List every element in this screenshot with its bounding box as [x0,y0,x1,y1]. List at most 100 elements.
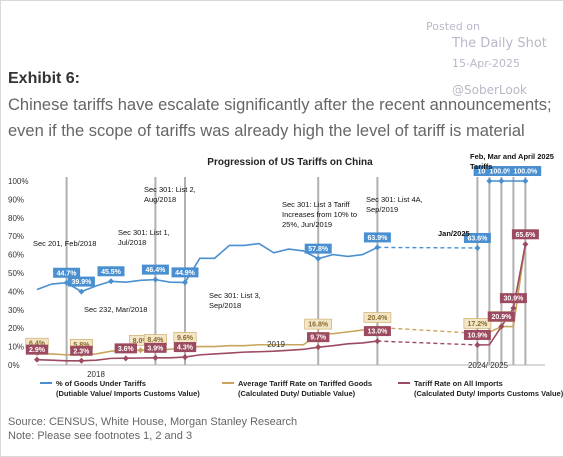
series-dashed-1 [377,326,478,335]
annotation-label: Feb, Mar and April 2025 [470,152,554,161]
legend-label: Average Tariff Rate on Tariffed Goods [238,379,372,388]
data-point-marker [374,244,381,251]
annotation-label: Sec 301: List 1, [118,228,170,237]
data-label-box [363,312,392,323]
y-tick-label: 20% [8,324,24,333]
y-tick-label: 60% [8,251,24,260]
data-point-marker [522,241,529,248]
annotation-label: Tariffs [470,162,492,171]
annotation-label: Sep/2019 [366,205,398,214]
data-label-box [487,311,515,322]
data-point-marker [34,356,40,363]
y-tick-label: 10% [8,343,24,352]
x-tick-label: 2019 [267,340,285,349]
footnote-note: Note: Please see footnotes 1, 2 and 3 [8,430,193,442]
annotation-label: Aug/2018 [144,195,176,204]
data-label-box [509,166,542,176]
annotation-label: Sec 232, Mar/2018 [84,305,147,314]
data-label: 3.9% [147,345,164,352]
chart-title: Progression of US Tariffs on China [207,157,373,168]
data-label-box [70,345,93,356]
data-label: 5.8% [73,342,90,349]
data-label-box [463,318,492,329]
exhibit-label: Exhibit 6: [8,70,81,87]
data-point-marker [315,255,322,262]
data-label: 2.9% [29,347,46,354]
data-label-box [499,293,527,304]
data-label: 2.3% [73,348,90,355]
data-point-marker [108,278,114,285]
data-point-marker [137,347,144,354]
data-label-box [171,267,199,278]
legend-label: % of Goods Under Tariffs [56,379,146,388]
watermark-posted: Posted on [426,20,480,33]
data-point-marker [522,178,529,184]
y-tick-label: 0% [8,361,20,370]
data-label: 8.0% [133,338,150,345]
data-point-marker [182,279,188,286]
data-point-marker [510,305,517,312]
data-point-marker [498,178,505,184]
data-point-marker [315,344,322,351]
data-point-marker [78,357,85,364]
legend-sublabel: (Calculated Duty/ Imports Customs Value) [414,389,564,398]
data-label: 9.6% [177,335,194,342]
watermark-site: The Daily Shot [452,36,547,51]
data-point-marker [122,355,129,362]
data-label: 20.4% [367,315,388,322]
data-label: 10.9% [467,332,488,339]
annotation-label: Sec 301: List 3 Tariff [282,200,351,209]
data-point-marker [374,338,381,345]
data-label-box [53,267,81,278]
annotation-label: Sec 201, Feb/2018 [33,239,96,248]
data-label-box [511,229,539,240]
data-label-box [363,232,391,243]
data-label-box [304,318,333,330]
y-tick-label: 30% [8,306,24,315]
data-label: 30.9% [503,296,524,303]
series-dashed-0 [377,246,478,249]
tariff-chart: Progression of US Tariffs on China 0% 10% 2… [8,152,564,398]
source-note: Source: CENSUS, White House, Morgan Stan… [8,416,298,428]
watermark-date: 15-Apr-2025 [452,57,521,70]
data-label: 6.4% [29,341,46,348]
legend-sublabel: (Dutiable Value/ Imports Customs Value) [56,389,200,398]
data-point-marker [152,354,159,361]
data-label-box [67,276,95,287]
data-label-box [363,326,391,337]
annotation-label: 25%, Jun/2019 [282,220,332,229]
data-label-box [25,344,49,355]
data-label: 17.2% [467,321,488,328]
data-point-marker [474,244,481,251]
data-label-box [141,264,169,275]
annotation-label: Sep/2018 [209,301,241,310]
annotation-label: Sec 301: List 4A, [366,195,423,204]
y-tick-label: 80% [8,214,24,223]
series-dashed-2 [377,340,478,346]
data-label: 57.8% [308,246,329,253]
data-point-marker [474,341,481,348]
data-label: 39.9% [71,279,92,286]
data-label-box [144,342,167,353]
annotation-label: Sec 301: List 3, [209,291,261,300]
data-label: 65.6% [515,232,536,239]
data-point-marker [498,323,505,330]
annotation-label: Sec 301: List 2, [144,185,196,194]
data-label: 3.6% [118,346,135,353]
legend-label: Tariff Rate on All Imports [414,379,503,388]
y-tick-label: 40% [8,287,24,296]
data-label: 46.4% [145,267,166,274]
exhibit-subtitle: Chinese tariffs have escalate significan… [8,96,552,140]
annotation-label: Jan/2025 [438,229,470,238]
data-label: 44.9% [175,270,196,277]
data-label: 45.5% [101,269,122,276]
x-tick-label: 2018 [87,370,105,379]
series-line-0 [36,242,378,293]
y-tick-label: 70% [8,232,24,241]
data-label-box [485,166,518,176]
data-label: 100.0% [490,169,515,176]
y-tick-label: 90% [8,195,24,204]
data-point-marker [78,288,85,295]
data-label-box [173,342,197,353]
data-label: 100.0% [514,169,539,176]
